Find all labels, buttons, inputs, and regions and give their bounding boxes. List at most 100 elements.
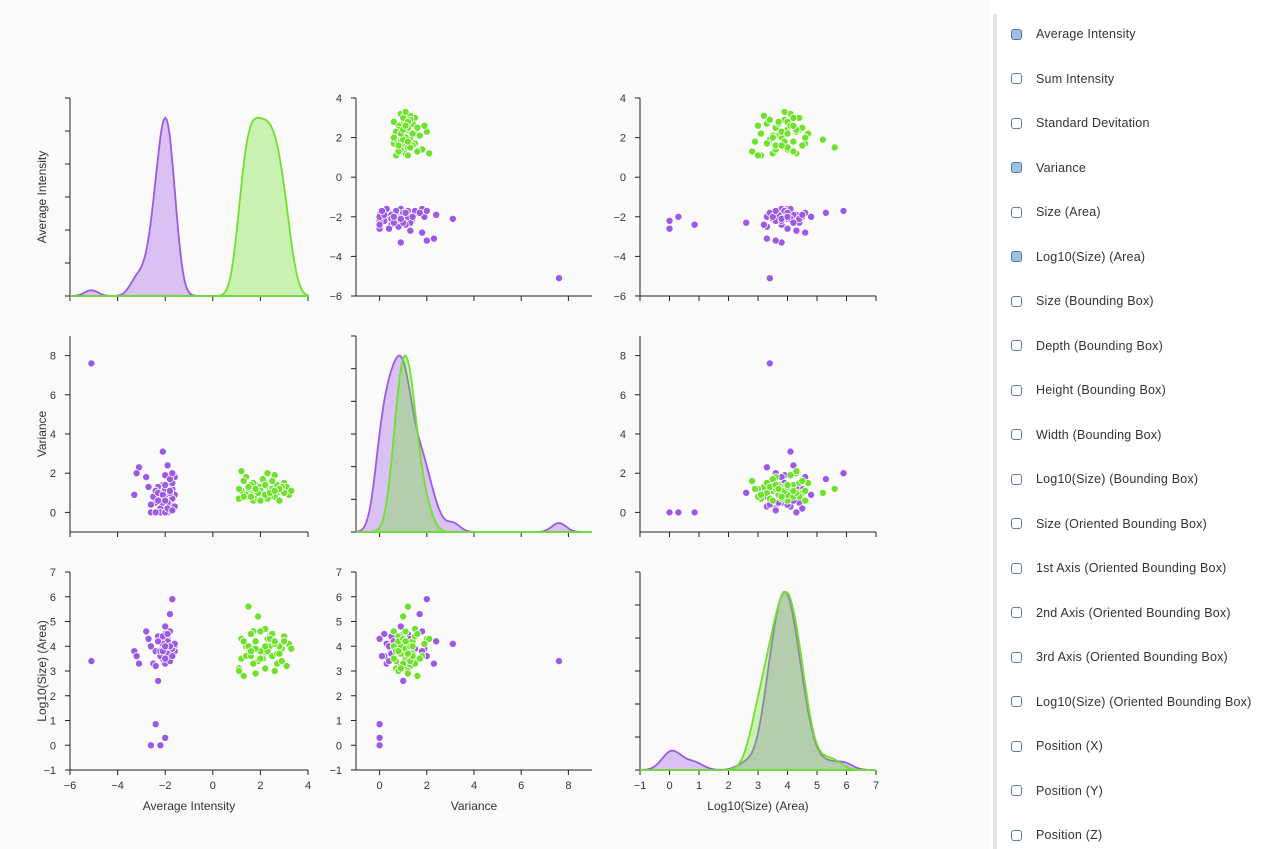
scatter-point-purple [168,506,177,515]
feature-checkbox[interactable] [1011,162,1022,173]
feature-item[interactable]: Log10(Size) (Oriented Bounding Box) [1011,692,1251,712]
scatter-point-green [789,113,798,122]
y-tick-label: 6 [50,390,56,402]
feature-item[interactable]: Log10(Size) (Area) [1011,247,1145,267]
scatter-point-green [256,627,265,636]
feature-item[interactable]: Variance [1011,158,1086,178]
feature-checkbox[interactable] [1011,117,1022,129]
scatter-point-purple [839,469,848,478]
y-tick-label: 8 [50,351,56,363]
scatter-point-green [256,496,265,505]
scatter-point-purple [674,212,683,221]
feature-label: Position (Y) [1036,783,1104,798]
x-tick-label: 7 [873,780,879,792]
scatter-point-purple [384,224,393,233]
scatter-point-purple [422,236,431,245]
feature-item[interactable]: 3rd Axis (Oriented Bounding Box) [1011,647,1228,667]
feature-item[interactable]: 1st Axis (Oriented Bounding Box) [1011,558,1227,578]
y-tick-label: −2 [613,212,626,224]
feature-label: 2nd Axis (Oriented Bounding Box) [1036,605,1231,620]
feature-checkbox[interactable] [1011,295,1022,307]
feature-checkbox[interactable] [1011,829,1022,841]
feature-checkbox[interactable] [1011,740,1022,752]
x-tick-label: 0 [210,780,216,792]
scatter-point-green [754,151,763,160]
feature-checkbox[interactable] [1011,562,1022,574]
feature-checkbox[interactable] [1011,785,1022,796]
feature-item[interactable]: Height (Bounding Box) [1011,380,1166,400]
scatter-point-green [282,662,291,671]
scatter-point-green [401,121,410,130]
scatter-point-green [401,637,410,646]
feature-item[interactable]: 2nd Axis (Oriented Bounding Box) [1011,603,1231,623]
feature-checkbox[interactable] [1011,340,1022,351]
scatter-point-purple [422,595,431,604]
scatter-point-purple [422,206,431,215]
scatter-point-green [830,484,839,493]
feature-label: Sum Intensity [1036,71,1115,86]
x-tick-label: −1 [634,780,647,792]
feature-item[interactable]: Sum Intensity [1011,69,1114,89]
feature-item[interactable]: Standard Devitation [1011,113,1150,133]
scatter-point-purple [665,224,674,233]
scatter-point-green [768,496,777,505]
scatter-point-green [263,469,272,478]
feature-checkbox[interactable] [1011,251,1022,262]
scatter-point-green [420,639,429,648]
y-tick-label: 4 [336,641,342,653]
feature-item[interactable]: Average Intensity [1011,24,1136,44]
scatter-point-green [239,672,248,681]
y-tick-label: −4 [613,251,626,263]
feature-checkbox[interactable] [1011,651,1022,663]
scatter-point-purple [418,228,427,237]
feature-label: Size (Bounding Box) [1036,294,1154,308]
scatter-point-purple [415,610,424,619]
scatter-point-purple [375,634,384,643]
feature-checkbox[interactable] [1011,518,1022,529]
scatter-point-purple [144,634,153,643]
scatter-point-green [783,480,792,489]
y-axis-label: Average Intensity [35,151,49,244]
feature-item[interactable]: Position (X) [1011,736,1103,756]
scatter-point-green [798,476,807,485]
scatter-point-purple [146,741,155,750]
scatter-point-purple [399,676,408,685]
scatter-point-green [768,133,777,142]
feature-checkbox[interactable] [1011,473,1022,485]
scatter-point-green [801,496,810,505]
y-axis-label: Variance [35,410,49,457]
feature-item[interactable]: Width (Bounding Box) [1011,425,1162,445]
feature-checkbox[interactable] [1011,696,1022,707]
feature-checkbox[interactable] [1011,206,1022,218]
x-tick-label: 2 [424,780,430,792]
scatter-point-green [251,484,260,493]
scatter-point-green [237,467,246,476]
scatter-point-purple [375,733,384,742]
feature-item[interactable]: Size (Bounding Box) [1011,291,1154,311]
x-tick-label: −4 [111,780,124,792]
scatter-point-purple [432,637,441,646]
scatter-point-green [751,484,760,493]
feature-checkbox[interactable] [1011,607,1022,618]
feature-item[interactable]: Depth (Bounding Box) [1011,336,1163,356]
feature-item[interactable]: Size (Area) [1011,202,1101,222]
scatter-point-green [413,672,422,681]
feature-checkbox[interactable] [1011,28,1022,40]
scatter-point-purple [762,234,771,243]
feature-checkbox[interactable] [1011,73,1022,84]
feature-item[interactable]: Size (Oriented Bounding Box) [1011,514,1207,534]
x-axis-label: Average Intensity [143,799,236,813]
feature-item[interactable]: Log10(Size) (Bounding Box) [1011,469,1198,489]
y-tick-label: 3 [50,666,56,678]
y-tick-label: 8 [620,351,626,363]
scatter-point-purple [765,359,774,368]
feature-item[interactable]: Position (Y) [1011,781,1103,801]
scatter-point-purple [408,212,417,221]
scatter-point-purple [665,508,674,517]
scatter-point-green [256,654,265,663]
feature-checkbox[interactable] [1011,429,1022,440]
feature-checkbox[interactable] [1011,384,1022,396]
feature-item[interactable]: Position (Z) [1011,825,1102,845]
scatter-point-green [389,117,398,126]
scatter-point-purple [168,652,177,661]
